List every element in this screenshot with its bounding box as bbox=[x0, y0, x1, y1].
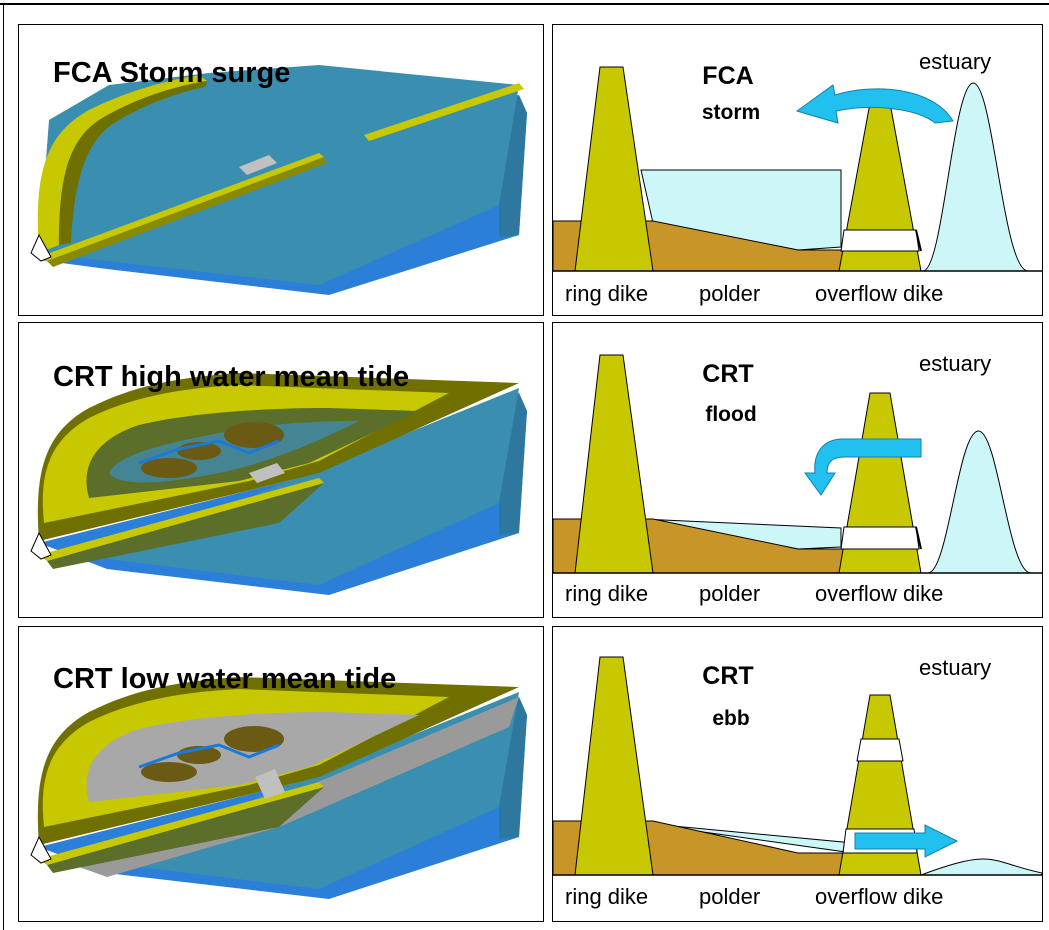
ring-dike-label: ring dike bbox=[565, 884, 649, 909]
regime-label: ebb bbox=[712, 707, 750, 730]
regime-label: flood bbox=[705, 403, 757, 426]
crt-flood-cross-section bbox=[553, 354, 1042, 574]
regime-label: storm bbox=[701, 101, 761, 124]
polder-label: polder bbox=[699, 281, 761, 306]
fca-storm-3d-map bbox=[30, 65, 527, 295]
fca-storm-cross-section bbox=[553, 66, 1042, 272]
top-border-line bbox=[0, 3, 1049, 5]
ring-dike-label: ring dike bbox=[565, 281, 649, 306]
crt-ebb-cross-section bbox=[553, 656, 1042, 876]
map-title: CRT high water mean tide bbox=[53, 361, 410, 393]
estuary-label: estuary bbox=[919, 655, 992, 680]
polder-label: polder bbox=[699, 581, 761, 606]
crt-low-water-3d-map bbox=[30, 677, 527, 899]
map-panel-crt-high-water: CRT high water mean tide bbox=[18, 322, 544, 618]
ring-dike-label: ring dike bbox=[565, 581, 649, 606]
overflow-dike-label: overflow dike bbox=[815, 581, 944, 606]
cross-section-panel-crt-ebb: CRT ebb estuary ring dike polder overflo… bbox=[552, 626, 1043, 922]
map-panel-fca-storm: FCA Storm surge bbox=[18, 24, 544, 316]
estuary-label: estuary bbox=[919, 351, 992, 376]
map-title: CRT low water mean tide bbox=[53, 663, 397, 695]
cross-section-panel-fca-storm: FCA storm estuary ring dike polder overf… bbox=[552, 24, 1043, 316]
crt-high-water-3d-map bbox=[30, 373, 527, 595]
overflow-dike-label: overflow dike bbox=[815, 884, 944, 909]
cross-section-panel-crt-flood: CRT flood estuary ring dike polder overf… bbox=[552, 322, 1043, 618]
left-border-line bbox=[3, 5, 4, 930]
scheme-label: FCA bbox=[702, 62, 754, 90]
map-title: FCA Storm surge bbox=[53, 57, 291, 89]
estuary-label: estuary bbox=[919, 49, 992, 74]
scheme-label: CRT bbox=[702, 360, 754, 388]
overflow-dike-label: overflow dike bbox=[815, 281, 944, 306]
polder-label: polder bbox=[699, 884, 761, 909]
map-panel-crt-low-water: CRT low water mean tide bbox=[18, 626, 544, 922]
scheme-label: CRT bbox=[702, 662, 754, 690]
